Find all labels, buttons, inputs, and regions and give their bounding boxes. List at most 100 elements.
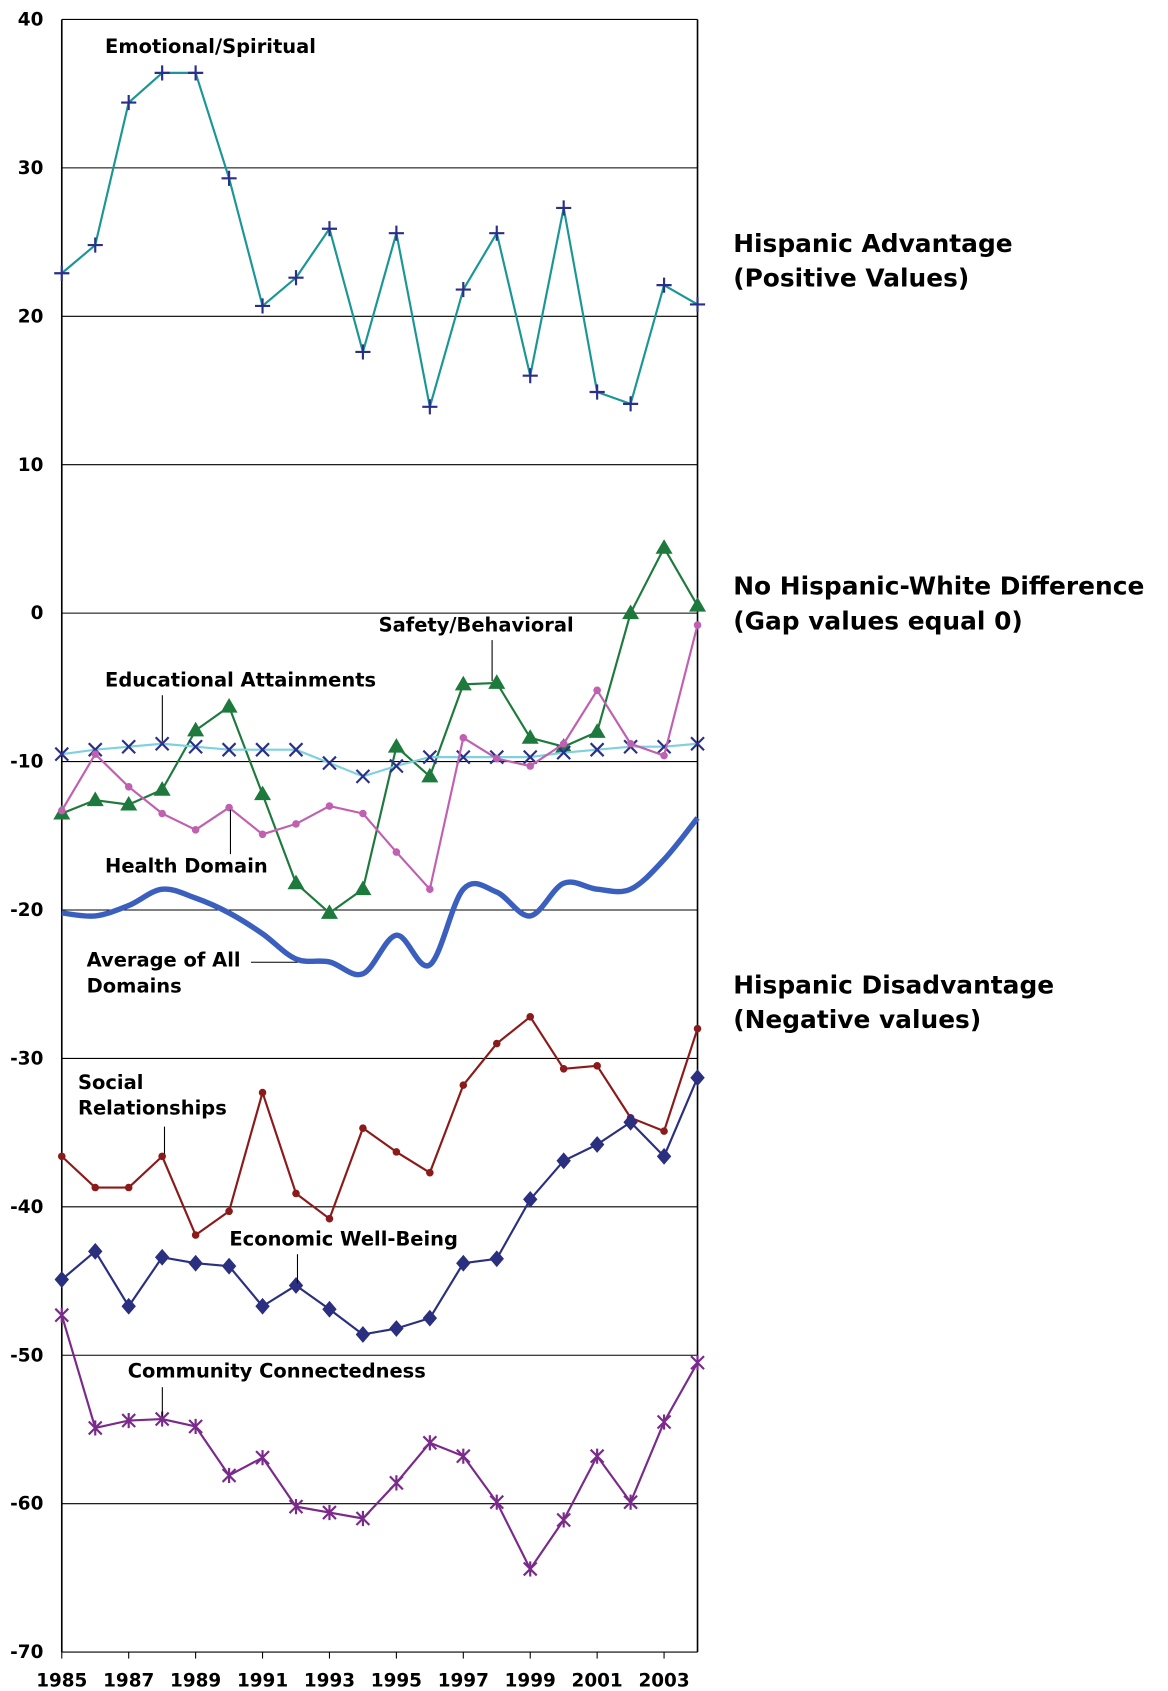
y-tick-label: -10	[10, 752, 43, 773]
y-tick-label: -40	[10, 1197, 43, 1218]
marker	[455, 282, 471, 298]
marker	[690, 1355, 705, 1371]
marker	[392, 848, 401, 856]
marker	[321, 221, 338, 237]
marker	[158, 809, 166, 818]
marker	[655, 539, 673, 554]
marker	[292, 1189, 300, 1198]
marker	[221, 1467, 237, 1484]
marker	[389, 1475, 404, 1491]
marker	[57, 806, 66, 815]
marker	[422, 1435, 438, 1451]
marker	[288, 742, 304, 757]
series-label-box: Emotional/Spiritual	[105, 35, 316, 59]
marker	[355, 344, 371, 360]
marker	[489, 225, 505, 241]
y-tick-label: 40	[18, 10, 44, 31]
marker	[556, 1512, 571, 1528]
marker	[124, 783, 133, 791]
marker	[187, 721, 205, 737]
marker	[91, 1183, 100, 1192]
marker	[492, 1039, 501, 1048]
marker	[225, 1207, 233, 1216]
marker	[325, 1214, 334, 1223]
marker	[426, 1168, 434, 1177]
annotation: Hispanic Disadvantage (Negative values)	[733, 972, 1055, 1035]
marker	[121, 1297, 136, 1315]
x-tick-label: 1991	[237, 1670, 288, 1691]
marker	[559, 739, 568, 748]
marker	[556, 745, 571, 760]
marker	[91, 750, 100, 758]
marker	[292, 820, 300, 828]
marker	[559, 1065, 568, 1073]
marker	[588, 723, 606, 738]
marker	[254, 298, 271, 314]
marker	[422, 749, 438, 765]
marker	[154, 736, 170, 752]
marker	[54, 746, 70, 762]
marker	[188, 739, 203, 754]
y-tick-label: 20	[18, 306, 44, 327]
series-label-box: Economic Well-Being	[229, 1228, 458, 1251]
marker	[87, 742, 103, 757]
marker	[521, 729, 539, 744]
x-tick-label: 1989	[170, 1670, 221, 1691]
marker	[387, 738, 405, 753]
series-label: Community Connectedness	[127, 1360, 426, 1383]
marker	[57, 1152, 66, 1161]
marker	[359, 809, 367, 818]
y-tick-label: 30	[18, 158, 44, 179]
marker	[622, 604, 640, 620]
marker	[54, 1307, 70, 1323]
series-label-box: Safety/Behavioral	[379, 614, 574, 637]
marker	[422, 1309, 438, 1327]
marker	[153, 781, 171, 796]
marker	[188, 1254, 203, 1272]
marker	[392, 1148, 401, 1156]
marker	[626, 739, 635, 748]
marker	[589, 742, 605, 757]
y-tick-label: -50	[10, 1345, 43, 1366]
marker	[191, 1231, 200, 1239]
marker	[191, 826, 200, 834]
marker	[522, 368, 538, 384]
series-line	[61, 816, 700, 978]
marker	[623, 1113, 638, 1131]
annotation-box: No Hispanic-White Difference (Gap values…	[733, 573, 1145, 636]
series-label-box: Average of All Domains	[87, 949, 241, 998]
marker	[623, 1494, 638, 1510]
annotation: No Hispanic-White Difference (Gap values…	[733, 573, 1145, 636]
marker	[258, 1088, 267, 1097]
series-line	[60, 624, 699, 891]
marker	[623, 396, 639, 412]
marker	[693, 1024, 702, 1033]
marker	[522, 1561, 538, 1577]
marker	[689, 597, 707, 612]
marker	[354, 880, 372, 896]
marker	[593, 1062, 601, 1070]
marker	[188, 1418, 203, 1435]
marker	[254, 785, 272, 801]
marker	[421, 767, 439, 783]
series-label: Social Relationships	[77, 1071, 227, 1121]
marker	[154, 65, 170, 81]
marker	[389, 1320, 404, 1337]
marker	[86, 791, 104, 807]
marker	[589, 1136, 605, 1153]
marker	[87, 237, 103, 253]
x-tick-label: 1999	[505, 1670, 556, 1691]
marker	[593, 686, 601, 695]
marker	[88, 1242, 103, 1260]
marker	[158, 1152, 166, 1161]
marker	[255, 742, 270, 757]
marker	[459, 734, 468, 742]
marker	[355, 1510, 371, 1527]
marker	[255, 1297, 270, 1315]
series-label: Emotional/Spiritual	[105, 35, 316, 59]
x-tick-label: 2001	[572, 1670, 623, 1691]
marker	[325, 802, 334, 810]
marker	[54, 1271, 69, 1288]
annotation-box: Hispanic Advantage (Positive Values)	[733, 230, 1012, 293]
